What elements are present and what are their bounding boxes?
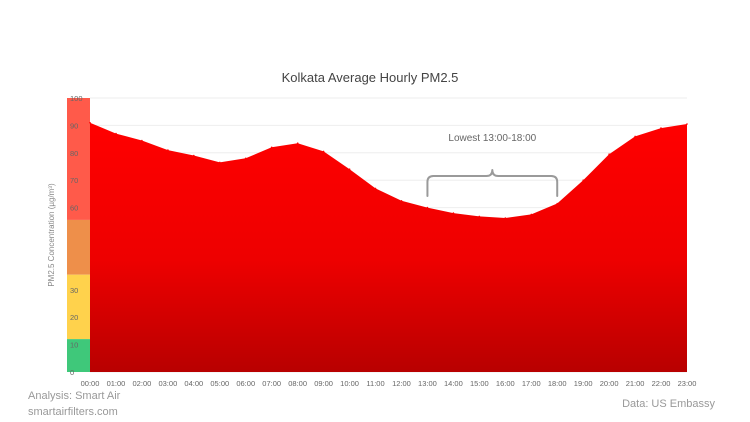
data-point-20:00 [608, 153, 610, 155]
chart-title: Kolkata Average Hourly PM2.5 [282, 70, 459, 85]
x-tick-label-01:00: 01:00 [107, 379, 126, 388]
data-point-05:00 [219, 161, 221, 164]
x-tick-label-04:00: 04:00 [184, 379, 203, 388]
y-tick-label-5: 30 [70, 286, 78, 295]
data-point-21:00 [634, 135, 636, 138]
x-tick-label-09:00: 09:00 [314, 379, 333, 388]
x-tick-label-00:00: 00:00 [81, 379, 100, 388]
x-tick-label-15:00: 15:00 [470, 379, 489, 388]
x-tick-label-13:00: 13:00 [418, 379, 437, 388]
x-axis-ticks: 00:00 01:00 02:00 03:00 04:00 05:00 06:00 07:00… [81, 379, 697, 388]
x-tick-label-06:00: 06:00 [236, 379, 255, 388]
y-tick-label-7: 10 [70, 341, 78, 350]
aqi-band-0 [67, 98, 90, 220]
data-point-16:00 [504, 217, 507, 219]
x-tick-label-05:00: 05:00 [210, 379, 229, 388]
x-tick-label-18:00: 18:00 [548, 379, 567, 388]
y-tick-label-4: 60 [70, 204, 78, 213]
data-point-12:00 [400, 200, 403, 202]
aqi-band-1 [67, 219, 90, 275]
x-tick-label-11:00: 11:00 [366, 379, 384, 388]
website-credit: smartairfilters.com [28, 406, 118, 418]
x-tick-label-16:00: 16:00 [496, 379, 515, 388]
data-point-06:00 [244, 157, 247, 160]
analysis-credit: Analysis: Smart Air [28, 390, 121, 402]
data-point-01:00 [115, 132, 117, 135]
x-tick-label-10:00: 10:00 [340, 379, 359, 388]
data-point-11:00 [374, 187, 377, 190]
x-tick-label-12:00: 12:00 [392, 379, 411, 388]
data-point-23:00 [686, 123, 688, 125]
x-tick-label-03:00: 03:00 [158, 379, 177, 388]
x-tick-label-02:00: 02:00 [133, 379, 152, 388]
y-tick-label-1: 90 [70, 121, 78, 130]
data-source: Data: US Embassy [622, 398, 715, 410]
x-tick-label-07:00: 07:00 [262, 379, 281, 388]
area-series [89, 121, 688, 372]
y-tick-label-0: 100 [70, 94, 83, 103]
data-point-07:00 [270, 146, 273, 149]
aqi-color-bands [67, 98, 90, 372]
data-point-18:00 [556, 202, 558, 205]
x-tick-label-23:00: 23:00 [678, 379, 697, 388]
y-axis-label: PM2.5 Concentration (µg/m³) [47, 183, 56, 287]
y-tick-label-6: 20 [70, 313, 78, 322]
x-tick-label-19:00: 19:00 [574, 379, 593, 388]
annotation-text: Lowest 13:00-18:00 [448, 133, 536, 144]
y-tick-label-2: 80 [70, 149, 78, 158]
aqi-band-2 [67, 274, 90, 340]
data-point-13:00 [426, 206, 429, 209]
data-point-14:00 [452, 212, 455, 214]
data-point-17:00 [530, 213, 533, 216]
x-tick-label-14:00: 14:00 [444, 379, 463, 388]
data-point-00:00 [89, 121, 91, 124]
y-tick-label-8: 0 [70, 368, 74, 377]
data-point-19:00 [582, 179, 584, 181]
data-point-03:00 [167, 149, 169, 151]
data-point-09:00 [322, 150, 325, 153]
data-point-10:00 [348, 168, 351, 170]
pm25-area [90, 122, 687, 372]
annotation-lowest: Lowest 13:00-18:00 [426, 133, 559, 197]
data-point-22:00 [660, 127, 662, 129]
y-tick-label-3: 70 [70, 176, 78, 185]
x-tick-label-22:00: 22:00 [652, 379, 671, 388]
x-tick-label-08:00: 08:00 [288, 379, 307, 388]
x-tick-label-17:00: 17:00 [522, 379, 541, 388]
data-point-04:00 [193, 154, 195, 157]
x-tick-label-20:00: 20:00 [600, 379, 619, 388]
annotation-brace [426, 169, 559, 197]
data-point-02:00 [141, 139, 143, 142]
data-point-08:00 [296, 142, 299, 144]
data-point-15:00 [478, 215, 481, 218]
aqi-band-3 [67, 339, 90, 372]
x-tick-label-21:00: 21:00 [626, 379, 645, 388]
